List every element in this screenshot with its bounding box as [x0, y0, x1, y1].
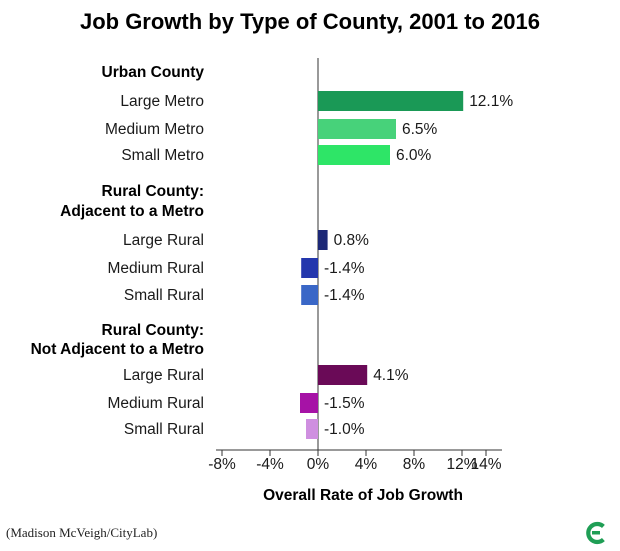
- bar: [300, 393, 318, 413]
- bar: [306, 419, 318, 439]
- category-label: Medium Metro: [105, 121, 204, 138]
- x-tick-label: 4%: [355, 456, 378, 473]
- group-label: Rural County:: [102, 322, 204, 339]
- x-axis-ticks: -8% -4% 0% 4% 8% 12%14%: [208, 450, 502, 473]
- group-label: Not Adjacent to a Metro: [31, 341, 204, 358]
- value-label: 6.5%: [402, 121, 438, 138]
- category-label: Large Rural: [123, 367, 204, 384]
- credit-text: (Madison McVeigh/CityLab): [6, 525, 157, 540]
- x-tick-label: 12%: [446, 456, 477, 473]
- citylab-logo-bar: [592, 531, 600, 535]
- value-label: -1.0%: [324, 421, 365, 438]
- chart-title: Job Growth by Type of County, 2001 to 20…: [80, 9, 540, 34]
- value-label: 4.1%: [373, 367, 409, 384]
- group-label: Adjacent to a Metro: [60, 203, 204, 220]
- citylab-logo: [586, 521, 605, 545]
- bar: [318, 365, 368, 385]
- citylab-logo-icon: [586, 521, 605, 545]
- group-label: Urban County: [102, 64, 205, 81]
- category-label: Small Rural: [124, 421, 204, 438]
- bar: [318, 91, 464, 111]
- category-label: Small Rural: [124, 287, 204, 304]
- value-label: 12.1%: [469, 93, 513, 110]
- group-labels: Urban County Large Metro Medium Metro Small…: [31, 64, 205, 438]
- value-label: -1.4%: [324, 260, 365, 277]
- x-tick-label: -8%: [208, 456, 236, 473]
- group-label: Rural County:: [102, 183, 204, 200]
- x-tick-label: -4%: [256, 456, 284, 473]
- x-axis-label: Overall Rate of Job Growth: [263, 487, 463, 504]
- x-tick-label: 8%: [403, 456, 426, 473]
- x-tick-label: 0%: [307, 456, 330, 473]
- value-label: -1.5%: [324, 395, 365, 412]
- value-label: 6.0%: [396, 147, 432, 164]
- category-label: Large Metro: [120, 93, 204, 110]
- value-label: 0.8%: [334, 232, 370, 249]
- x-tick-label: 14%: [470, 456, 501, 473]
- bar: [318, 119, 396, 139]
- bar: [318, 145, 390, 165]
- category-label: Small Metro: [121, 147, 204, 164]
- value-label: -1.4%: [324, 287, 365, 304]
- bar: [301, 258, 318, 278]
- bar: [318, 230, 328, 250]
- category-label: Large Rural: [123, 232, 204, 249]
- bars: 12.1% 6.5% 6.0% 0.8% -1.4% -1.4% 4.1% -1.5% -1.0…: [300, 91, 513, 439]
- bar: [301, 285, 318, 305]
- category-label: Medium Rural: [108, 395, 204, 412]
- category-label: Medium Rural: [108, 260, 204, 277]
